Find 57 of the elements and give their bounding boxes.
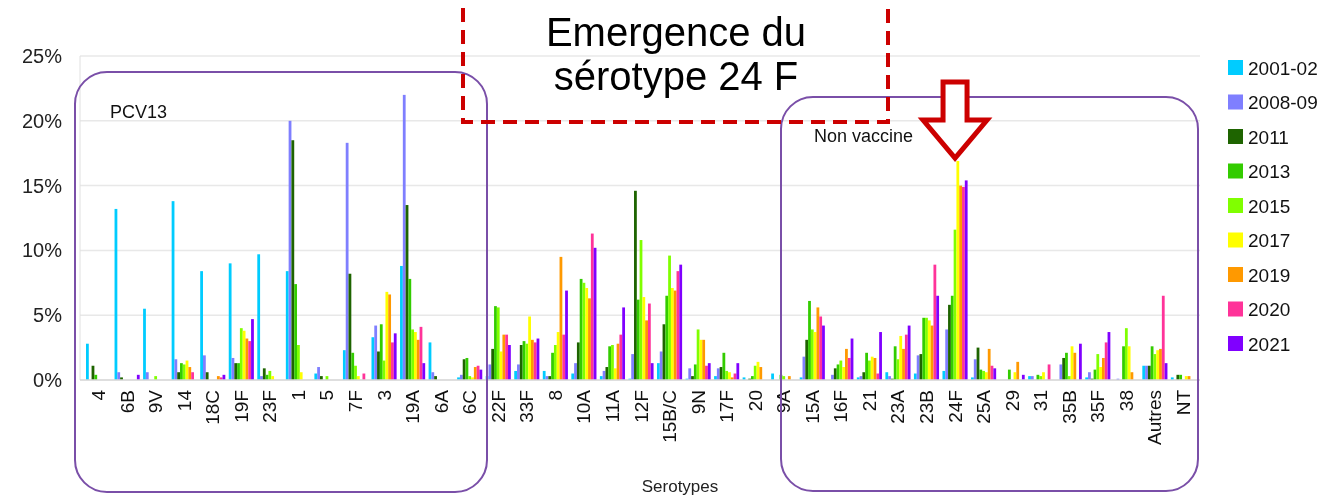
x-tick-label: 14 [173,389,195,412]
x-tick-label: 9N [687,390,709,415]
x-tick-label: 1 [287,390,309,401]
y-tick-label: 20% [21,109,63,132]
x-tick-label: 9V [145,389,167,414]
x-tick-label: 12F [630,390,652,423]
x-tick-label: 19A [402,389,424,424]
x-tick-label: 17F [716,390,738,423]
x-tick-label: Autres [1144,390,1166,445]
x-tick-label: 29 [1001,390,1023,412]
x-tick-label: 15B/C [659,390,681,443]
x-tick-label: 20 [744,390,766,412]
y-tick-label: 25% [21,45,63,67]
x-tick-label: 35F [1087,390,1109,423]
x-tick-label: 3 [373,390,395,401]
legend-label: 2013 [1248,161,1291,182]
x-tick-label: 18C [202,390,224,425]
annotation: PCV13 [110,102,168,122]
annotation: Non vaccine [814,126,914,146]
x-tick-label: 23A [887,389,909,424]
legend-label: 2011 [1248,126,1289,148]
y-tick-label: 15% [21,174,63,197]
x-tick-label: 23F [259,390,281,423]
x-tick-label: 6A [430,389,452,414]
x-tick-label: 16F [830,390,852,423]
x-tick-label: NT [1172,389,1194,416]
x-tick-label: 5 [316,390,338,401]
annotation: Emergence du sérotype 24 F [545,10,807,98]
x-tick-label: 23B [915,390,937,424]
x-tick-label: 8 [544,390,566,401]
legend-label: 2001-02 [1248,57,1318,79]
legend-label: 2021 [1248,333,1291,355]
x-axis-title: Serotypes [641,477,719,496]
x-tick-label: 4 [88,389,110,401]
y-tick-label: 10% [21,239,63,262]
x-tick-label: 11A [601,389,623,423]
legend-label: 2015 [1248,195,1291,217]
y-tick-label: 0% [33,369,63,391]
x-tick-label: 21 [858,390,880,412]
x-tick-label: 33F [516,390,538,423]
legend-label: 2019 [1248,264,1291,286]
x-tick-label: 10A [573,389,595,424]
x-tick-label: 19F [230,390,252,423]
x-tick-label: 6B [116,390,138,414]
x-tick-label: 35B [1058,390,1080,424]
legend-label: 2020 [1248,299,1291,320]
x-tick-label: 22F [487,390,509,423]
legend-label: 2008-09 [1248,92,1318,113]
x-tick-label: 25A [973,389,995,424]
y-tick-label: 5% [33,304,63,327]
x-tick-label: 31 [1030,390,1052,412]
x-tick-label: 7F [345,390,367,413]
legend-label: 2017 [1248,230,1291,251]
x-tick-label: 6C [459,390,481,415]
x-tick-label: 15A [801,389,823,424]
x-tick-label: 38 [1115,390,1137,412]
x-tick-label: 24F [944,390,966,423]
